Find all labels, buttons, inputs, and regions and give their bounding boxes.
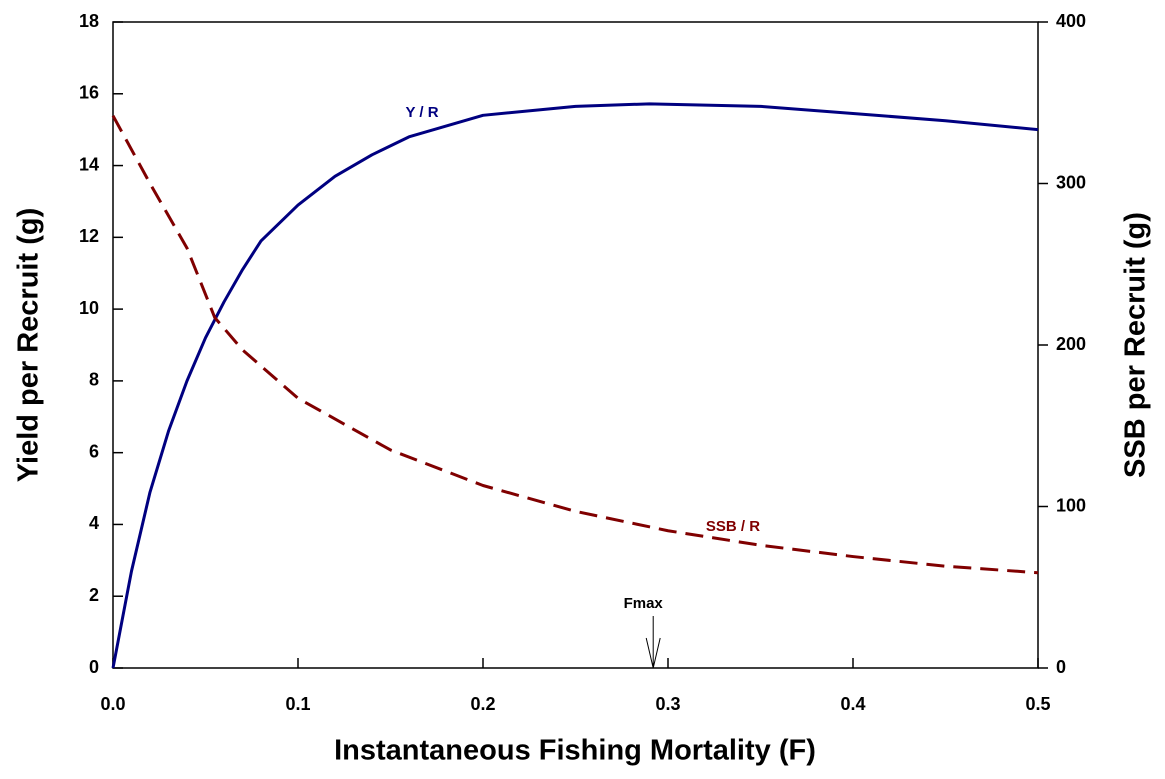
y-tick-label: 6: [89, 441, 99, 461]
plot-frame: [112, 21, 1039, 669]
series-label: SSB / R: [706, 518, 760, 535]
x-axis-title: Instantaneous Fishing Mortality (F): [334, 735, 816, 767]
y-tick-label: 16: [79, 83, 99, 103]
y2-tick-label: 400: [1056, 11, 1086, 31]
y-tick-label: 14: [79, 154, 99, 174]
annotation-label: Fmax: [624, 595, 664, 612]
series-line: [111, 114, 1039, 575]
y2-axis-title: SSB per Recruit (g): [1120, 212, 1152, 478]
x-tick-label: 0.3: [655, 694, 680, 714]
y-tick-label: 18: [79, 11, 99, 31]
x-tick-label: 0.5: [1025, 694, 1050, 714]
y2-tick-label: 200: [1056, 334, 1086, 354]
y-tick-label: 2: [89, 585, 99, 605]
y2-tick-label: 100: [1056, 495, 1086, 515]
y-tick-label: 0: [89, 657, 99, 677]
y-axis-title: Yield per Recruit (g): [13, 208, 45, 482]
x-tick-label: 0.2: [470, 694, 495, 714]
series-line: [111, 102, 1039, 669]
annotation-arrow: [645, 616, 661, 669]
y2-tick-label: 0: [1056, 657, 1066, 677]
y-tick-label: 10: [79, 298, 99, 318]
x-tick-label: 0.1: [285, 694, 310, 714]
x-tick-label: 0.4: [840, 694, 865, 714]
y-tick-label: 8: [89, 370, 99, 390]
series-label: Y / R: [405, 104, 438, 121]
y2-tick-label: 300: [1056, 172, 1086, 192]
y-tick-label: 4: [89, 513, 99, 533]
x-tick-label: 0.0: [100, 694, 125, 714]
y-tick-label: 12: [79, 226, 99, 246]
